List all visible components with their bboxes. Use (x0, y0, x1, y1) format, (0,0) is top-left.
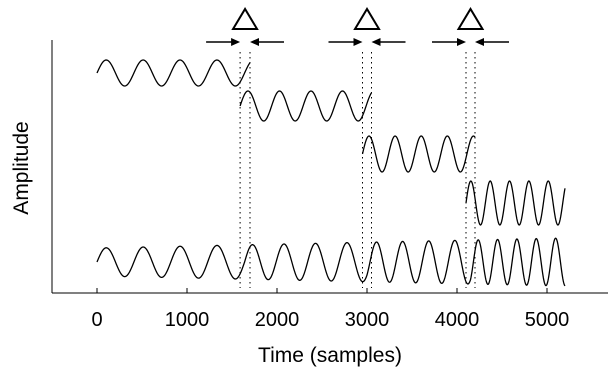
x-ticks: 0 1000 2000 3000 4000 5000 (91, 288, 569, 331)
y-axis-label: Amplitude (10, 121, 33, 214)
x-tick-label-3000: 3000 (345, 309, 390, 331)
arrow-right-head-2 (353, 38, 363, 46)
overlap-guides (239, 52, 476, 288)
arrow-right-head-3 (457, 38, 466, 46)
annotations (206, 7, 509, 46)
arrow-right-head-1 (231, 38, 241, 46)
waveform-row-2 (239, 90, 373, 122)
x-tick-label-4000: 4000 (435, 309, 480, 331)
x-tick-label-5000: 5000 (525, 309, 570, 331)
arrow-left-head-2 (371, 38, 381, 46)
triangle-marker-2 (353, 7, 381, 30)
axes (51, 40, 608, 294)
waveform-row-1 (96, 59, 251, 87)
triangle-marker-3 (456, 7, 485, 30)
arrow-left-head-1 (250, 38, 259, 46)
waveforms (96, 59, 566, 287)
x-tick-label-1000: 1000 (165, 309, 210, 331)
x-tick-label-0: 0 (91, 309, 102, 331)
waveform-row-3 (361, 135, 476, 173)
waveform-row-5 (96, 237, 566, 287)
arrow-left-head-3 (475, 38, 484, 46)
x-axis-label: Time (samples) (258, 344, 402, 367)
x-tick-label-2000: 2000 (255, 309, 300, 331)
waveform-row-4 (465, 180, 566, 226)
triangle-marker-1 (231, 7, 259, 30)
